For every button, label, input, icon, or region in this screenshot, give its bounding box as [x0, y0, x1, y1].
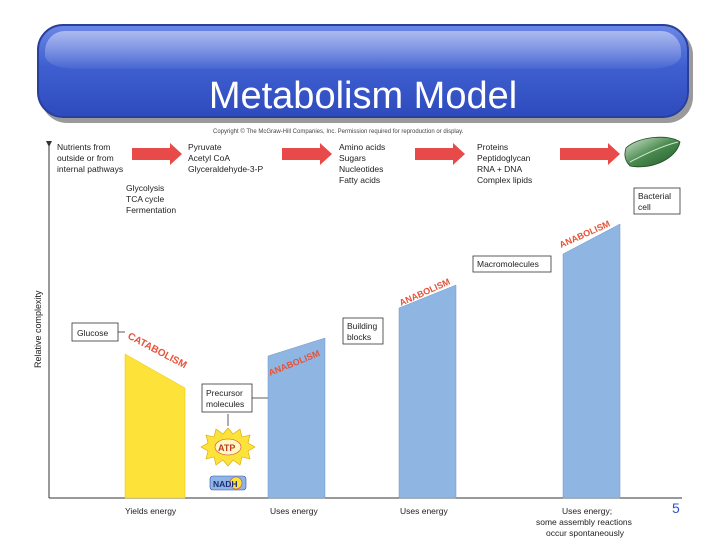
y-axis-label: Relative complexity [33, 290, 43, 368]
slide-title: Metabolism Model [208, 75, 518, 117]
anabolism-block-3 [562, 223, 621, 499]
metabolism-figure: Copyright © The McGraw-Hill Companies, I… [30, 126, 682, 540]
nutrients-text: Nutrients from outside or from internal … [57, 142, 123, 174]
building-blocks-box [342, 317, 384, 345]
title-highlight [45, 31, 681, 69]
precursor-label: Precursor molecules [206, 388, 245, 409]
atp-label: ATP [218, 443, 235, 453]
bacterial-cell-box [633, 187, 681, 215]
macromolecule-list-text: Proteins Peptidoglycan RNA + DNA Complex… [477, 142, 533, 185]
flow-arrow-3 [415, 143, 465, 165]
atp-burst: ATP [200, 427, 256, 467]
pathways-text: Glycolysis TCA cycle Fermentation [126, 183, 176, 215]
macromolecules-box [472, 255, 552, 273]
copyright-note: Copyright © The McGraw-Hill Companies, I… [213, 128, 464, 135]
flow-arrow-4 [560, 143, 620, 165]
anabolism-block-1 [267, 337, 326, 499]
metabolism-diagram: Copyright © The McGraw-Hill Companies, I… [33, 128, 682, 538]
energy-label-anabolism-2: Uses energy [400, 506, 448, 516]
energy-label-catabolism: Yields energy [125, 506, 177, 516]
macromolecules-label: Macromolecules [477, 259, 539, 269]
bacterial-cell-icon [624, 136, 681, 168]
energy-label-anabolism-3: Uses energy; some assembly reactions occ… [536, 506, 634, 538]
glucose-label: Glucose [77, 328, 108, 338]
title-bar: Metabolism Model [37, 24, 689, 118]
precursor-box [201, 383, 253, 413]
catabolism-block [124, 353, 186, 499]
flow-arrow-2 [282, 143, 332, 165]
building-block-list-text: Amino acids Sugars Nucleotides Fatty aci… [339, 142, 388, 185]
anabolism-block-2 [398, 284, 457, 499]
flow-arrow-1 [132, 143, 182, 165]
bacterial-cell-label: Bacterial cell [638, 191, 673, 212]
page-number: 5 [672, 500, 680, 516]
nadh-burst: NADH [209, 475, 247, 491]
energy-label-anabolism-1: Uses energy [270, 506, 318, 516]
precursor-list-text: Pyruvate Acetyl CoA Glyceraldehyde-3-P [188, 142, 263, 174]
flow-arrows [132, 143, 620, 165]
building-blocks-label: Building blocks [347, 321, 380, 342]
nadh-label: NADH [213, 479, 238, 489]
